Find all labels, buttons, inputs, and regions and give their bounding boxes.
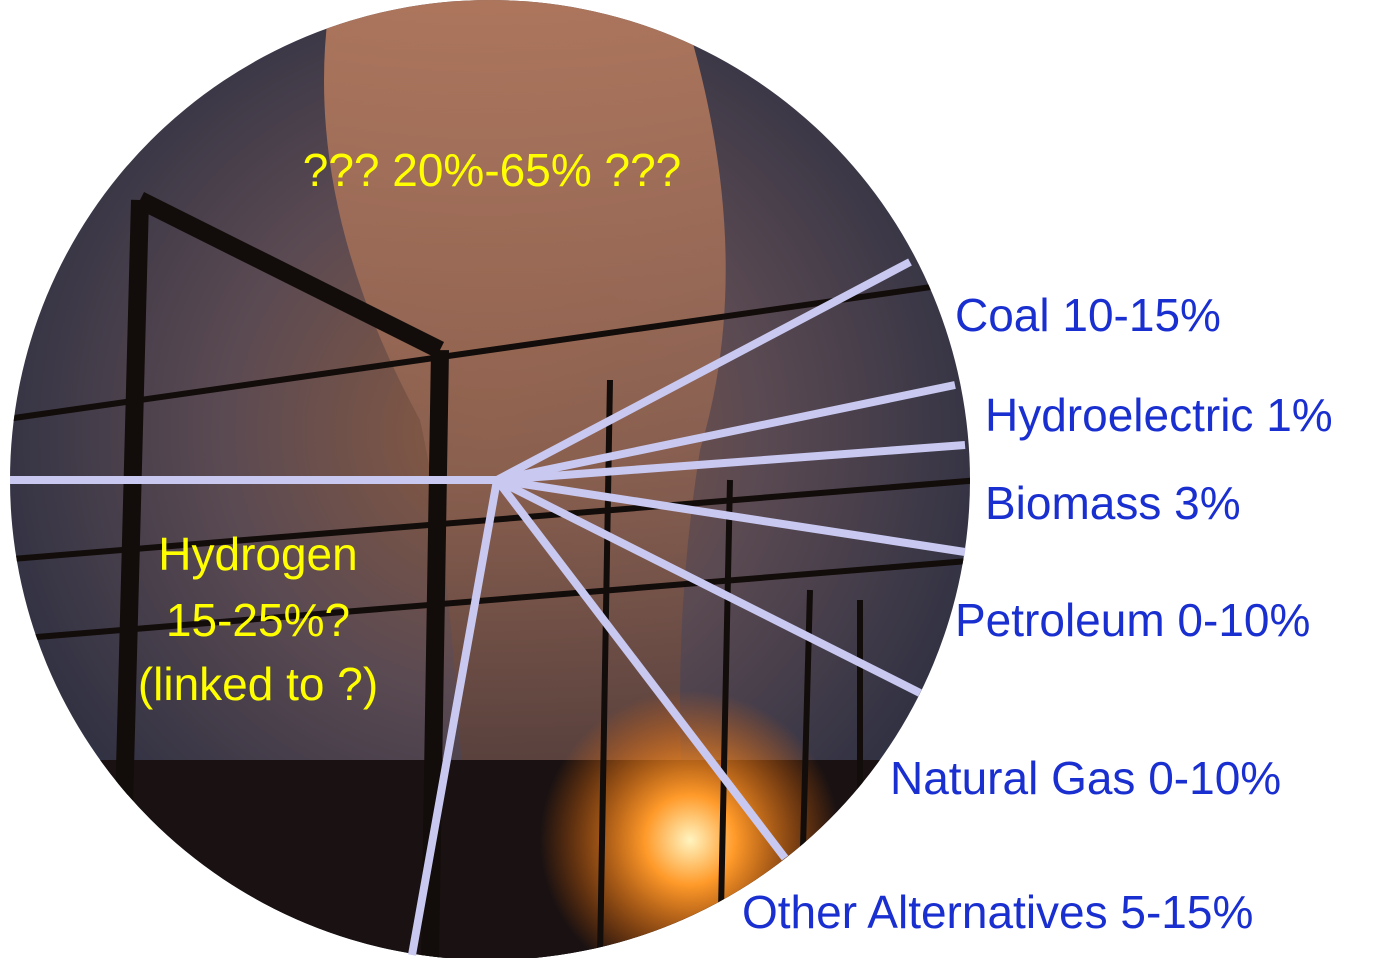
slice-label: Other Alternatives 5-15% xyxy=(742,886,1253,938)
slice-label: Hydroelectric 1% xyxy=(985,389,1333,441)
slice-dividers xyxy=(10,258,966,956)
slice-label: Biomass 3% xyxy=(985,477,1241,529)
slice-label: Natural Gas 0-10% xyxy=(890,752,1281,804)
hydrogen-label: (linked to ?) xyxy=(138,658,378,710)
hydrogen-label: 15-25%? xyxy=(166,594,350,646)
center-label: ??? 20%-65% ??? xyxy=(303,144,682,196)
slice-label: Petroleum 0-10% xyxy=(955,594,1310,646)
hydrogen-label: Hydrogen xyxy=(158,528,357,580)
slice-label: Coal 10-15% xyxy=(955,289,1221,341)
